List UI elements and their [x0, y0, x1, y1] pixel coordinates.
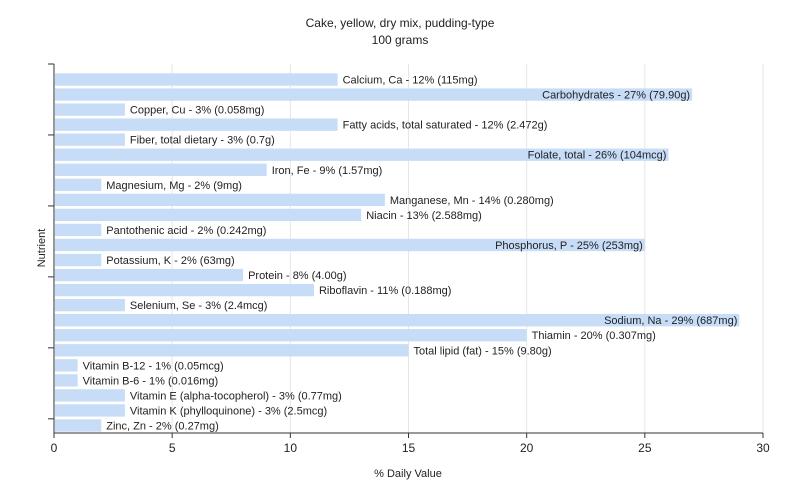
bar	[55, 103, 125, 116]
bar-label: Selenium, Se - 3% (2.4mcg)	[130, 300, 268, 312]
bar	[55, 283, 314, 297]
bar	[55, 118, 338, 131]
x-tick-label: 10	[284, 441, 298, 455]
bar-label: Thiamin - 20% (0.307mg)	[532, 330, 656, 342]
bar-label: Manganese, Mn - 14% (0.280mg)	[390, 195, 554, 207]
chart-subtitle: 100 grams	[372, 33, 429, 47]
bar	[55, 238, 645, 252]
x-tick-label: 30	[756, 441, 770, 455]
bar	[55, 314, 740, 327]
bar	[55, 193, 385, 207]
bar-label: Niacin - 13% (2.588mg)	[366, 210, 482, 222]
bar	[55, 178, 102, 191]
bar-label: Total lipid (fat) - 15% (9.80g)	[414, 345, 552, 357]
bar	[55, 359, 78, 372]
bar-label: Potassium, K - 2% (63mg)	[106, 255, 234, 267]
bar-label: Vitamin B-12 - 1% (0.05mcg)	[83, 360, 224, 372]
bar-label: Pantothenic acid - 2% (0.242mg)	[106, 225, 266, 237]
bar	[55, 163, 267, 176]
bar-label: Vitamin B-6 - 1% (0.016mg)	[83, 375, 219, 387]
bar-label: Vitamin K (phylloquinone) - 3% (2.5mcg)	[130, 405, 327, 417]
x-ticks: 0 5 10 15 20 25 30	[51, 433, 770, 455]
x-axis-label: % Daily Value	[374, 468, 442, 480]
bar-label: Fiber, total dietary - 3% (0.7g)	[130, 135, 275, 147]
bar-label: Riboflavin - 11% (0.188mg)	[319, 285, 451, 297]
bar-label: Fatty acids, total saturated - 12% (2.47…	[343, 120, 548, 132]
bar	[55, 88, 693, 101]
bar-label: Protein - 8% (4.00g)	[248, 270, 346, 282]
x-tick-label: 0	[51, 441, 58, 455]
bar	[55, 133, 125, 146]
chart-title: Cake, yellow, dry mix, pudding-type	[306, 16, 495, 30]
y-axis-label: Nutrient	[36, 229, 48, 268]
bars	[55, 73, 740, 432]
bar-label: Phosphorus, P - 25% (253mg)	[495, 240, 643, 252]
bar	[55, 223, 102, 237]
bar	[55, 374, 78, 387]
bar	[55, 344, 409, 357]
bar-label: Sodium, Na - 29% (687mg)	[604, 315, 737, 327]
bar	[55, 208, 362, 222]
bar-label: Vitamin E (alpha-tocopherol) - 3% (0.77m…	[130, 390, 342, 402]
x-tick-label: 5	[169, 441, 176, 455]
bar	[55, 268, 244, 282]
bar-label: Carbohydrates - 27% (79.90g)	[542, 90, 690, 102]
bar-label: Calcium, Ca - 12% (115mg)	[343, 75, 478, 87]
bar	[55, 329, 527, 342]
bar-label: Iron, Fe - 9% (1.57mg)	[272, 165, 383, 177]
bar	[55, 73, 338, 86]
bar	[55, 419, 102, 432]
bar-labels: Calcium, Ca - 12% (115mg) Carbohydrates -…	[83, 75, 738, 433]
bar	[55, 389, 125, 402]
bar-label: Magnesium, Mg - 2% (9mg)	[106, 180, 242, 192]
bar	[55, 253, 102, 267]
bar-label: Folate, total - 26% (104mcg)	[528, 150, 667, 162]
bar-label: Zinc, Zn - 2% (0.27mg)	[106, 420, 218, 432]
bar	[55, 298, 125, 312]
bar	[55, 148, 669, 161]
x-tick-label: 25	[638, 441, 652, 455]
bar-label: Copper, Cu - 3% (0.058mg)	[130, 105, 265, 117]
x-tick-label: 20	[520, 441, 534, 455]
x-tick-label: 15	[402, 441, 416, 455]
bar	[55, 404, 125, 417]
